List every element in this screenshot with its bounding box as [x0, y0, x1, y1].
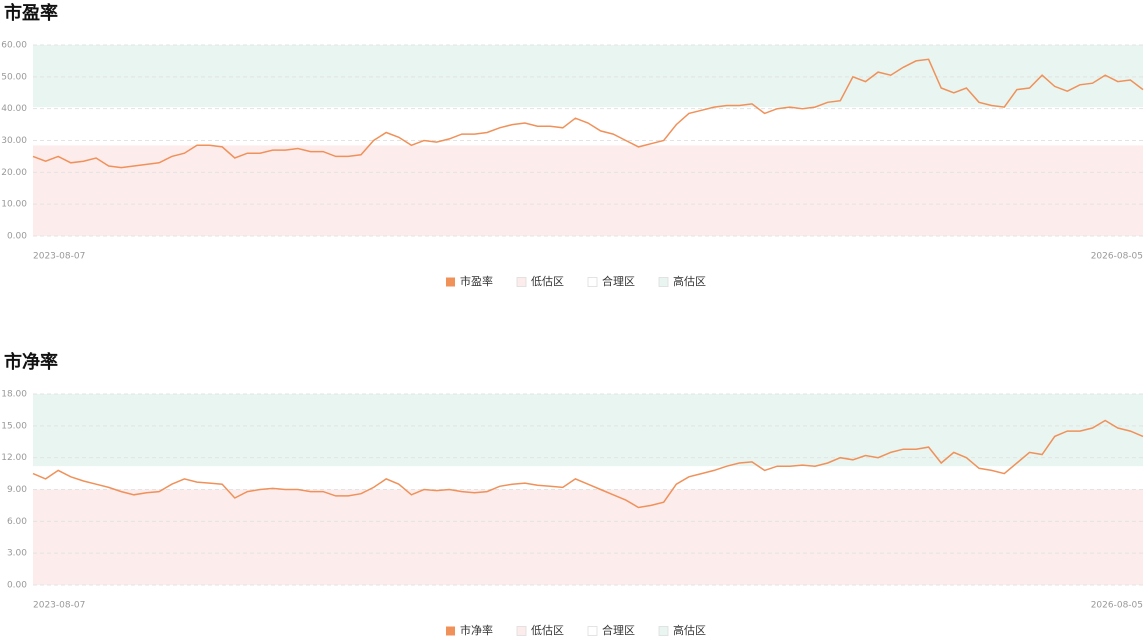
y-tick-label: 3.00	[7, 549, 27, 559]
legend-marker	[658, 626, 669, 636]
legend-marker	[587, 626, 598, 636]
legend-label: 高估区	[673, 623, 706, 637]
y-tick-label: 0.00	[7, 581, 27, 591]
legend-label: 合理区	[602, 274, 635, 288]
x-tick-label: 2023-08-07	[33, 601, 85, 611]
y-tick-label: 50.00	[1, 72, 27, 82]
legend-marker	[587, 277, 598, 287]
y-tick-label: 30.00	[1, 136, 27, 146]
legend-label: 合理区	[602, 623, 635, 637]
zone-band	[33, 489, 1143, 585]
legend-label: 市净率	[460, 623, 493, 637]
data-line	[32, 419, 1144, 509]
y-tick-label: 40.00	[1, 104, 27, 114]
y-tick-label: 18.00	[1, 390, 27, 400]
y-tick-label: 6.00	[7, 517, 27, 527]
zone-band	[33, 107, 1143, 146]
x-tick-label: 2026-08-05	[1091, 601, 1143, 611]
y-tick-label: 12.00	[1, 453, 27, 463]
y-tick-label: 15.00	[1, 421, 27, 431]
chart-title: 市盈率	[4, 2, 58, 24]
legend-label: 低估区	[531, 275, 564, 288]
zone-band	[33, 45, 1143, 108]
legend-label: 市盈率	[460, 274, 493, 288]
legend-marker	[446, 626, 455, 636]
zone-band	[33, 466, 1143, 490]
x-tick-label: 2026-08-05	[1091, 252, 1143, 262]
y-tick-label: 60.00	[1, 41, 27, 51]
x-tick-label: 2023-08-07	[33, 252, 85, 262]
zone-band	[33, 394, 1143, 467]
legend-marker	[446, 277, 455, 287]
legend-marker	[516, 277, 527, 287]
legend-label: 低估区	[531, 624, 564, 637]
legend-marker	[658, 277, 669, 287]
y-tick-label: 20.00	[1, 168, 27, 178]
y-tick-label: 9.00	[7, 485, 27, 495]
y-tick-label: 0.00	[7, 232, 27, 242]
zone-band	[33, 145, 1143, 236]
legend-label: 高估区	[673, 274, 706, 288]
chart-title: 市净率	[4, 351, 58, 373]
y-tick-label: 10.00	[1, 200, 27, 210]
data-line	[32, 58, 1144, 169]
legend-marker	[516, 626, 527, 636]
